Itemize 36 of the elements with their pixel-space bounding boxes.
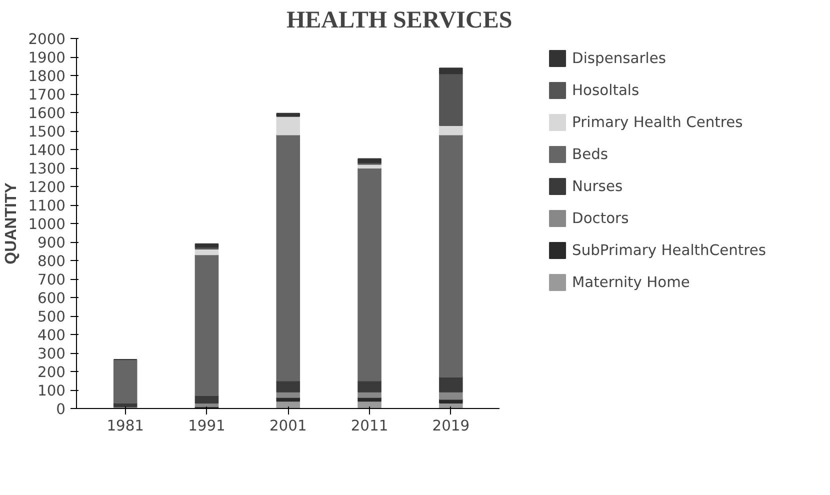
- legend-label: SubPrimary HealthCentres: [572, 242, 766, 258]
- y-tick-label: 1600: [28, 105, 66, 122]
- legend-label: Doctors: [572, 210, 629, 226]
- y-tick-label: 200: [38, 364, 66, 381]
- y-tick-label: 600: [38, 290, 66, 307]
- y-tick-label: 1500: [28, 124, 66, 140]
- y-tick-label: 100: [38, 382, 66, 400]
- y-tick-label: 0: [56, 401, 66, 418]
- y-tick-label: 1200: [28, 179, 66, 196]
- legend-label: Maternity Home: [572, 274, 690, 290]
- y-tick-label: 500: [38, 308, 66, 326]
- y-tick-label: 300: [38, 346, 66, 362]
- x-tick-label: 1981: [106, 418, 144, 434]
- y-tick-label: 1800: [28, 68, 66, 85]
- legend-label: Hosoltals: [572, 82, 640, 98]
- y-tick-label: 1300: [28, 160, 66, 178]
- x-tick-label: 1991: [188, 418, 226, 434]
- y-tick-label: 800: [38, 253, 66, 270]
- legend-label: Nurses: [572, 178, 623, 194]
- legend-label: Beds: [572, 146, 608, 162]
- x-tick-label: 2001: [269, 418, 307, 434]
- y-tick-label: 1700: [28, 86, 66, 104]
- legend-label: Dispensarles: [572, 50, 666, 66]
- y-tick-label: 400: [38, 327, 66, 344]
- y-axis-title: QUANTITY: [3, 182, 20, 264]
- y-tick-label: 2000: [28, 31, 66, 48]
- x-tick-label: 2011: [350, 418, 388, 434]
- y-tick-label: 700: [38, 272, 66, 288]
- y-tick-label: 1400: [28, 142, 66, 159]
- y-tick-label: 1900: [28, 50, 66, 66]
- x-tick-label: 2019: [432, 418, 470, 434]
- y-tick-label: 900: [38, 234, 66, 252]
- chart-title: HEALTH SERVICES: [286, 8, 512, 34]
- legend-label: Primary Health Centres: [572, 114, 743, 130]
- y-tick-label: 1100: [28, 198, 66, 214]
- y-tick-label: 1000: [28, 216, 66, 233]
